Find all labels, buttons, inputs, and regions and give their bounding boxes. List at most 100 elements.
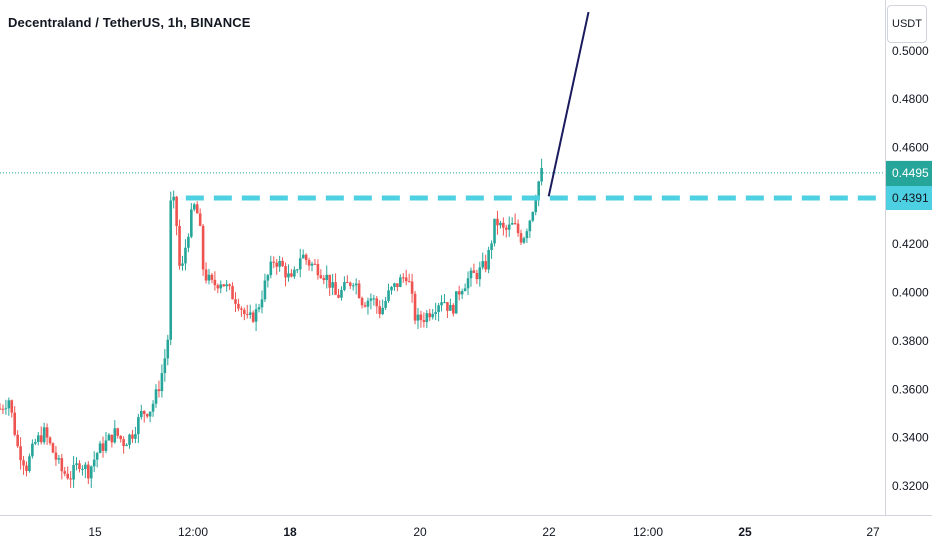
candle-body [7, 400, 11, 409]
x-tick-label: 12:00 [178, 525, 208, 539]
candle-body [54, 452, 58, 460]
candle-body [351, 285, 355, 287]
candle-body [25, 465, 28, 472]
candle-body [128, 434, 131, 445]
candle-body [449, 304, 452, 311]
candle-body [372, 298, 376, 300]
time-axis[interactable]: 15 12:00 18 20 22 12:00 25 27 [88, 525, 880, 539]
level-price-label [886, 186, 932, 211]
candle-body [452, 304, 455, 314]
candle-body [137, 417, 140, 435]
symbol-title: Decentraland / TetherUS, 1h, BINANCE [8, 15, 251, 30]
candle-body [95, 453, 99, 460]
candle-body [240, 308, 243, 310]
candle-body [496, 218, 499, 226]
candle-body [434, 312, 437, 315]
candle-body [275, 262, 278, 267]
candle-body [369, 298, 373, 301]
candle-body [310, 263, 314, 266]
candle-body [69, 478, 72, 480]
candle-body [219, 284, 223, 289]
candle-body [75, 463, 78, 465]
candle-body [192, 204, 196, 210]
candle-body [284, 266, 287, 278]
candle-body [301, 254, 305, 259]
candle-body [396, 283, 399, 287]
candle-body [431, 314, 435, 318]
candle-body [166, 339, 170, 359]
candle-body [151, 403, 155, 412]
candle-body [322, 278, 326, 281]
candle-body [63, 471, 67, 474]
candle-body [393, 283, 396, 287]
candle-body [399, 277, 402, 287]
candle-body [101, 443, 105, 451]
candle-body [175, 196, 178, 226]
candle-body [413, 293, 417, 321]
candle-body [340, 289, 343, 298]
candle-body [72, 464, 75, 480]
x-tick-label: 20 [413, 525, 427, 539]
candle-body [213, 279, 217, 286]
candle-body [22, 460, 25, 466]
candle-body [251, 312, 255, 322]
candle-body [163, 358, 167, 374]
currency-button[interactable]: USDT [887, 5, 927, 43]
x-tick-label: 12:00 [633, 525, 663, 539]
candle-body [422, 320, 426, 323]
candle-body [28, 456, 31, 472]
y-tick-label: 0.4600 [892, 140, 929, 154]
candle-body [410, 281, 414, 294]
candle-body [360, 297, 364, 306]
candle-body [443, 302, 446, 304]
candle-body [107, 434, 111, 441]
candle-body [454, 291, 458, 314]
candle-body [419, 314, 423, 321]
overlays-group [0, 11, 885, 201]
candle-body [134, 434, 137, 439]
candle-body [178, 225, 181, 266]
candle-body [110, 434, 114, 443]
candle-body [281, 260, 284, 267]
candle-body [269, 261, 273, 276]
candle-body [407, 281, 411, 283]
candle-body [325, 274, 329, 281]
candle-body [119, 435, 122, 440]
y-tick-label: 0.4200 [892, 237, 929, 251]
candle-body [222, 284, 226, 287]
price-axis[interactable]: 0.3200 0.3400 0.3600 0.3800 0.4000 0.4200 0.46… [886, 44, 932, 493]
candle-body [416, 314, 420, 321]
y-tick-label: 0.4000 [892, 286, 929, 300]
candle-body [31, 443, 34, 457]
candle-body [245, 314, 249, 316]
candle-body [487, 249, 490, 270]
candle-body [346, 282, 349, 284]
current-price-value: 0.4495 [892, 166, 929, 180]
candle-body [243, 309, 246, 315]
candle-body [440, 302, 443, 306]
candle-body [198, 213, 202, 226]
candle-body [142, 410, 146, 415]
candle-body [122, 439, 125, 447]
candle-body [160, 373, 164, 392]
candle-body [36, 435, 40, 442]
candle-body [298, 258, 302, 270]
candle-body [516, 223, 520, 234]
projection-line[interactable] [547, 11, 590, 197]
candle-body [39, 435, 43, 443]
candle-body [502, 222, 505, 228]
candle-body [98, 443, 102, 454]
level-price-value: 0.4391 [892, 191, 929, 205]
candle-body [116, 428, 120, 436]
y-tick-label: 0.3800 [892, 334, 929, 348]
candle-body [290, 273, 293, 277]
candle-body [381, 307, 384, 315]
candle-body [484, 261, 487, 270]
candle-body [316, 264, 320, 276]
candle-body [328, 274, 331, 288]
candle-body [201, 225, 205, 270]
candle-body [51, 443, 55, 453]
candle-body [540, 167, 543, 182]
